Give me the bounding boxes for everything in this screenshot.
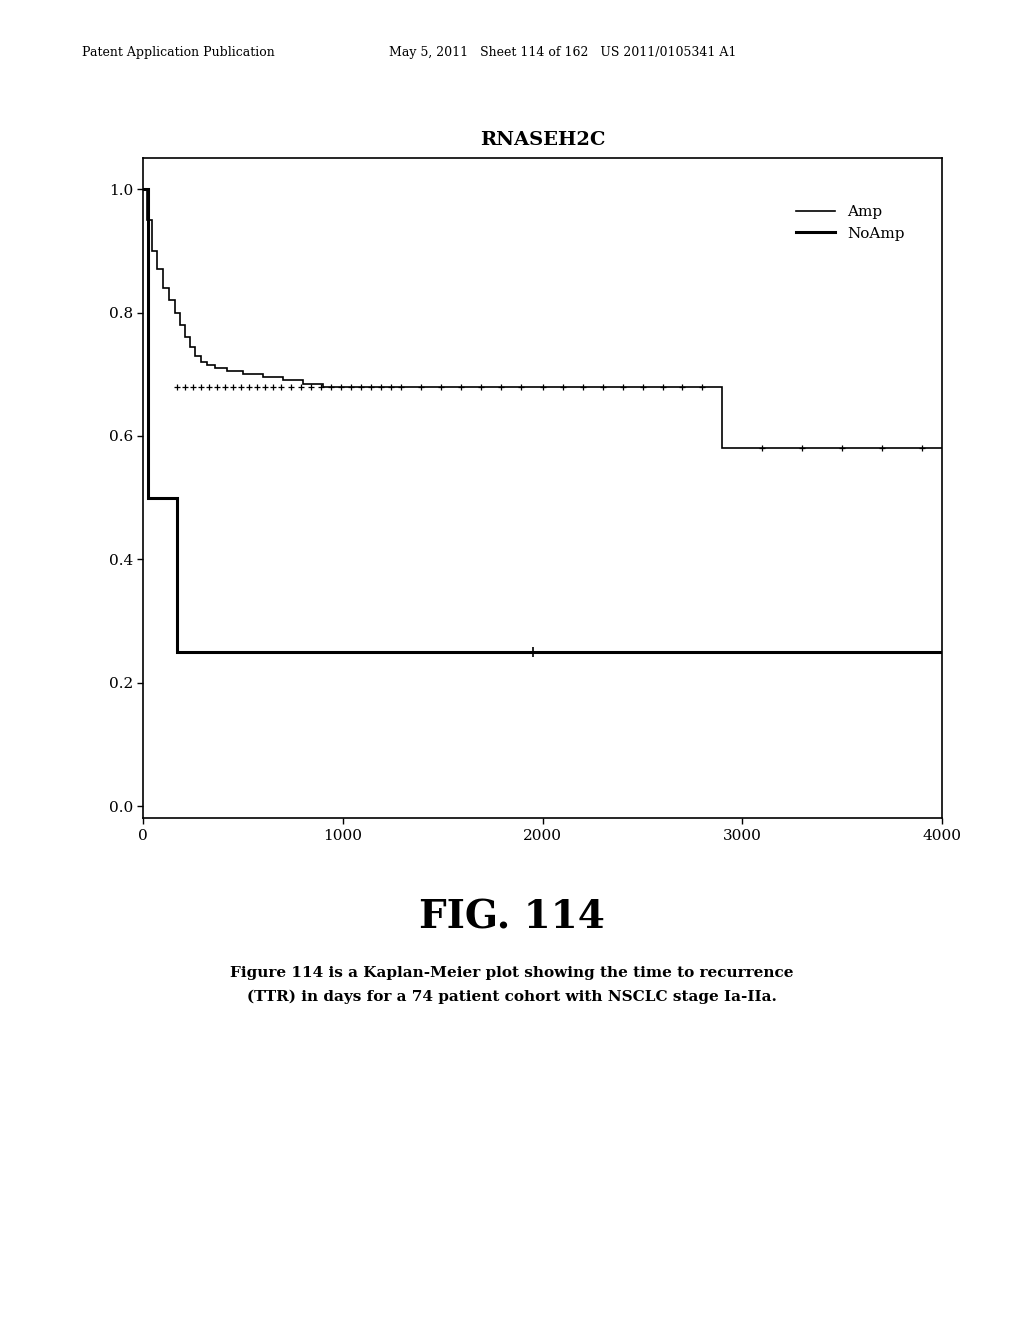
Text: Patent Application Publication: Patent Application Publication — [82, 46, 274, 59]
Text: (TTR) in days for a 74 patient cohort with NSCLC stage Ia-IIa.: (TTR) in days for a 74 patient cohort wi… — [247, 990, 777, 1003]
Title: RNASEH2C: RNASEH2C — [480, 131, 605, 149]
Text: May 5, 2011   Sheet 114 of 162   US 2011/0105341 A1: May 5, 2011 Sheet 114 of 162 US 2011/010… — [389, 46, 736, 59]
Text: Figure 114 is a Kaplan-Meier plot showing the time to recurrence: Figure 114 is a Kaplan-Meier plot showin… — [230, 966, 794, 979]
Legend: Amp, NoAmp: Amp, NoAmp — [791, 199, 910, 247]
Text: FIG. 114: FIG. 114 — [419, 899, 605, 936]
